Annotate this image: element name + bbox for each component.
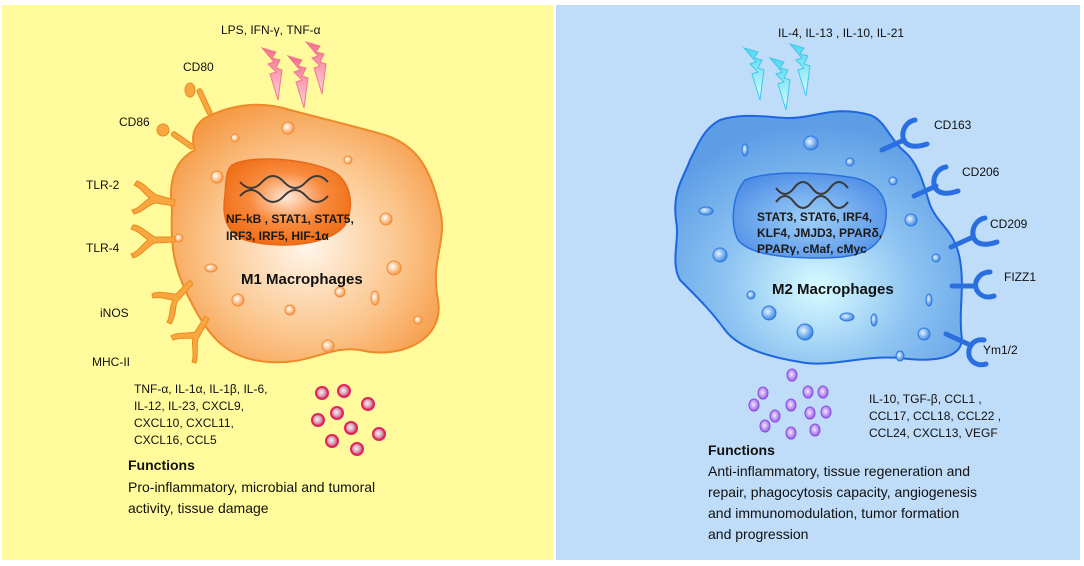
m1-stimulus-bolt-icons	[260, 41, 327, 109]
ym12-receptor-icon	[943, 331, 989, 368]
m1-secreted-line: IL-12, IL-23, CXCL9,	[134, 399, 244, 413]
m2-functions-line: and immunomodulation, tumor formation	[708, 505, 959, 521]
m1-secreted-molecules	[311, 384, 386, 456]
m2-transcription-factors-line: PPARγ, cMaf, cMyc	[757, 242, 867, 256]
tlr4-receptor-icon	[130, 224, 176, 259]
m1-transcription-factors-line2: IRF3, IRF5, HIF-1α	[226, 229, 329, 243]
m2-secreted-molecules	[748, 368, 832, 440]
m1-secreted-line: CXCL10, CXCL11,	[134, 416, 234, 430]
cd86-receptor-icon	[156, 123, 195, 150]
m1-stimuli: LPS, IFN-γ, TNF-α	[221, 23, 321, 37]
m2-receptor-icons	[879, 117, 1000, 368]
m2-dna-icon	[775, 181, 849, 209]
m1-receptor-label: CD86	[119, 115, 150, 129]
m1-functions-heading: Functions	[128, 457, 195, 473]
m1-receptor-label: TLR-2	[86, 178, 120, 192]
m1-vesicles	[174, 121, 423, 353]
cd163-receptor-icon	[879, 117, 930, 153]
m2-functions-line: repair, phagocytosis capacity, angiogene…	[708, 484, 977, 500]
m1-functions-line: activity, tissue damage	[128, 500, 269, 516]
m2-nucleus	[732, 172, 887, 259]
m2-receptor-label: CD209	[990, 217, 1028, 231]
m2-receptor-label: CD206	[962, 165, 1000, 179]
m2-functions-line: Anti-inflammatory, tissue regeneration a…	[708, 463, 970, 479]
m1-functions-line: Pro-inflammatory, microbial and tumoral	[128, 479, 375, 495]
m2-transcription-factors-line: STAT3, STAT6, IRF4,	[757, 210, 872, 224]
m2-receptor-label: FIZZ1	[1004, 270, 1036, 284]
m1-secreted-line: CXCL16, CCL5	[134, 433, 217, 447]
m1-receptor-label: TLR-4	[86, 241, 120, 255]
m2-stimuli: IL-4, IL-13 , IL-10, IL-21	[778, 26, 904, 40]
m2-transcription-factors-line: KLF4, JMJD3, PPARδ,	[757, 226, 882, 240]
m2-title: M2 Macrophages	[772, 281, 894, 298]
m2-receptor-label: Ym1/2	[983, 343, 1018, 357]
m2-stimulus-bolt-icons	[742, 43, 811, 111]
m1-title: M1 Macrophages	[241, 271, 363, 288]
m2-functions-line: and progression	[708, 526, 808, 542]
tlr2-receptor-icon	[131, 180, 176, 215]
m1-receptor-label: iNOS	[100, 306, 129, 320]
m2-vesicles	[698, 135, 941, 362]
m1-nucleus	[223, 158, 352, 246]
m2-secreted-line: CCL17, CCL18, CCL22 ,	[869, 409, 1001, 423]
m2-secreted-line: CCL24, CXCL13, VEGF	[869, 426, 998, 440]
inos-receptor-icon	[151, 279, 194, 325]
m1-receptor-label: CD80	[183, 60, 214, 74]
m1-receptor-label: MHC-II	[92, 355, 130, 369]
m2-secreted-line: IL-10, TGF-β, CCL1 ,	[869, 392, 982, 406]
m1-transcription-factors-line1: NF-kB , STAT1, STAT5,	[226, 212, 354, 226]
m1-receptor-icons	[130, 82, 213, 364]
mhc2-receptor-icon	[170, 315, 210, 364]
cd209-receptor-icon	[948, 215, 1000, 250]
m1-secreted-line: TNF-α, IL-1α, IL-1β, IL-6,	[134, 382, 267, 396]
fizz1-receptor-icon	[949, 269, 997, 300]
m1-dna-icon	[239, 175, 329, 203]
m2-receptor-label: CD163	[934, 118, 972, 132]
cd206-receptor-icon	[911, 164, 961, 199]
cd80-receptor-icon	[184, 82, 213, 116]
m2-functions-heading: Functions	[708, 442, 775, 458]
